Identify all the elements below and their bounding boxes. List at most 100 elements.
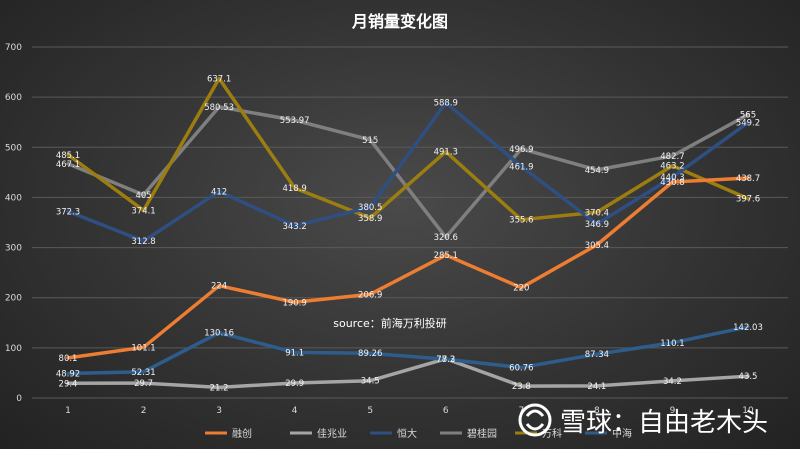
y-tick-label: 300 (5, 244, 22, 254)
series-line (66, 100, 750, 243)
data-label: 438.7 (736, 174, 760, 184)
data-label: 405 (135, 191, 151, 201)
gridlines (32, 46, 788, 399)
data-label: 48.92 (56, 369, 80, 379)
data-label: 305.4 (585, 241, 609, 251)
data-label: 588.9 (434, 99, 458, 109)
chart-title: 月销量变化图 (351, 12, 448, 31)
data-label: 29.9 (285, 379, 304, 389)
series-line (66, 76, 750, 222)
data-label: 24.1 (587, 382, 606, 392)
legend-label: 融创 (232, 427, 252, 440)
x-tick-label: 1 (65, 406, 71, 416)
data-label: 463.2 (660, 162, 684, 172)
data-label: 23.8 (512, 382, 531, 392)
data-label: 467.1 (56, 160, 80, 170)
data-label: 482.7 (660, 152, 684, 162)
legend-label: 恒大 (397, 427, 417, 440)
data-label: 343.2 (282, 222, 306, 232)
data-label: 580.53 (204, 103, 234, 113)
x-tick-label: 4 (292, 406, 298, 416)
snowball-logo (518, 403, 552, 437)
data-label: 355.6 (509, 216, 533, 226)
series-lines (66, 76, 750, 390)
watermark: 雪球：自由老木头 (518, 403, 768, 438)
x-tick-label: 8 (594, 406, 600, 416)
data-label: 312.8 (131, 237, 155, 247)
data-label: 101.1 (131, 343, 155, 353)
data-label: 29.7 (134, 379, 153, 389)
watermark-text: 雪球：自由老木头 (560, 408, 768, 438)
legend-label: 中海 (612, 427, 632, 440)
data-label: 224 (211, 282, 227, 292)
legend-label: 佳兆业 (317, 427, 347, 440)
data-label: 206.9 (358, 290, 382, 300)
x-tick-label: 2 (141, 406, 147, 416)
data-label: 29.4 (59, 379, 78, 389)
data-label: 190.9 (282, 298, 306, 308)
y-tick-label: 400 (5, 193, 22, 203)
data-label: 412 (211, 187, 227, 197)
data-label: 80.1 (59, 354, 78, 364)
source-annotation: source：前海万利投研 (333, 316, 447, 330)
legend-item: 碧桂园 (440, 427, 497, 440)
data-label: 43.5 (739, 372, 758, 382)
series-line (66, 176, 750, 360)
data-label: 21.2 (210, 383, 229, 393)
data-labels: 80.1 101.1 224 190.9 206.9 285.1 220 305.4 430.8… (56, 75, 763, 394)
y-tick-label: 200 (5, 294, 22, 304)
data-label: 91.1 (285, 348, 304, 358)
data-label: 34.5 (361, 377, 380, 387)
y-tick-label: 600 (5, 93, 22, 103)
data-label: 430.8 (660, 178, 684, 188)
legend-item: 中海 (585, 427, 632, 440)
data-label: 89.26 (358, 349, 382, 359)
x-tick-label: 3 (216, 406, 222, 416)
data-label: 220 (513, 284, 529, 294)
data-label: 34.2 (663, 377, 682, 387)
legend-label: 万科 (542, 427, 562, 440)
data-label: 142.03 (733, 323, 763, 333)
data-label: 380.5 (358, 203, 382, 213)
data-label: 496.9 (509, 145, 533, 155)
data-label: 549.2 (736, 119, 760, 129)
data-label: 397.6 (736, 195, 760, 205)
data-label: 418.9 (282, 184, 306, 194)
legend-item: 融创 (205, 427, 252, 440)
data-label: 374.1 (131, 206, 155, 216)
y-tick-label: 700 (5, 43, 22, 53)
series-line (66, 105, 750, 239)
y-tick-label: 500 (5, 143, 22, 153)
data-label: 370.4 (585, 208, 609, 218)
data-label: 372.3 (56, 207, 80, 217)
data-label: 440.3 (660, 173, 684, 183)
data-label: 346.9 (585, 220, 609, 230)
y-tick-label: 100 (5, 344, 22, 354)
data-label: 454.9 (585, 166, 609, 176)
data-label: 110.1 (660, 339, 684, 349)
series-line (66, 357, 750, 390)
data-label: 52.31 (131, 368, 155, 378)
legend: 融创 佳兆业 恒大 碧桂园 万科 中海 (205, 427, 632, 440)
data-label: 78.2 (436, 355, 455, 365)
data-label: 60.76 (509, 364, 533, 374)
x-tick-label: 5 (367, 406, 373, 416)
data-label: 320.6 (434, 233, 458, 243)
data-label: 515 (362, 136, 378, 146)
data-label: 77.3 (436, 355, 455, 365)
data-label: 461.9 (509, 162, 533, 172)
x-tick-label: 6 (443, 406, 449, 416)
data-label: 87.34 (585, 350, 609, 360)
data-label: 637.1 (207, 75, 231, 85)
data-label: 485.1 (56, 151, 80, 161)
x-tick-label: 9 (670, 406, 676, 416)
x-tick-label: 10 (742, 406, 754, 416)
y-axis: 0 100 200 300 400 500 600 700 (5, 43, 22, 404)
data-label: 565 (740, 111, 756, 121)
data-label: 491.3 (434, 148, 458, 158)
data-label: 553.97 (280, 116, 310, 126)
legend-label: 碧桂园 (467, 427, 497, 440)
data-label: 130.16 (204, 329, 234, 339)
